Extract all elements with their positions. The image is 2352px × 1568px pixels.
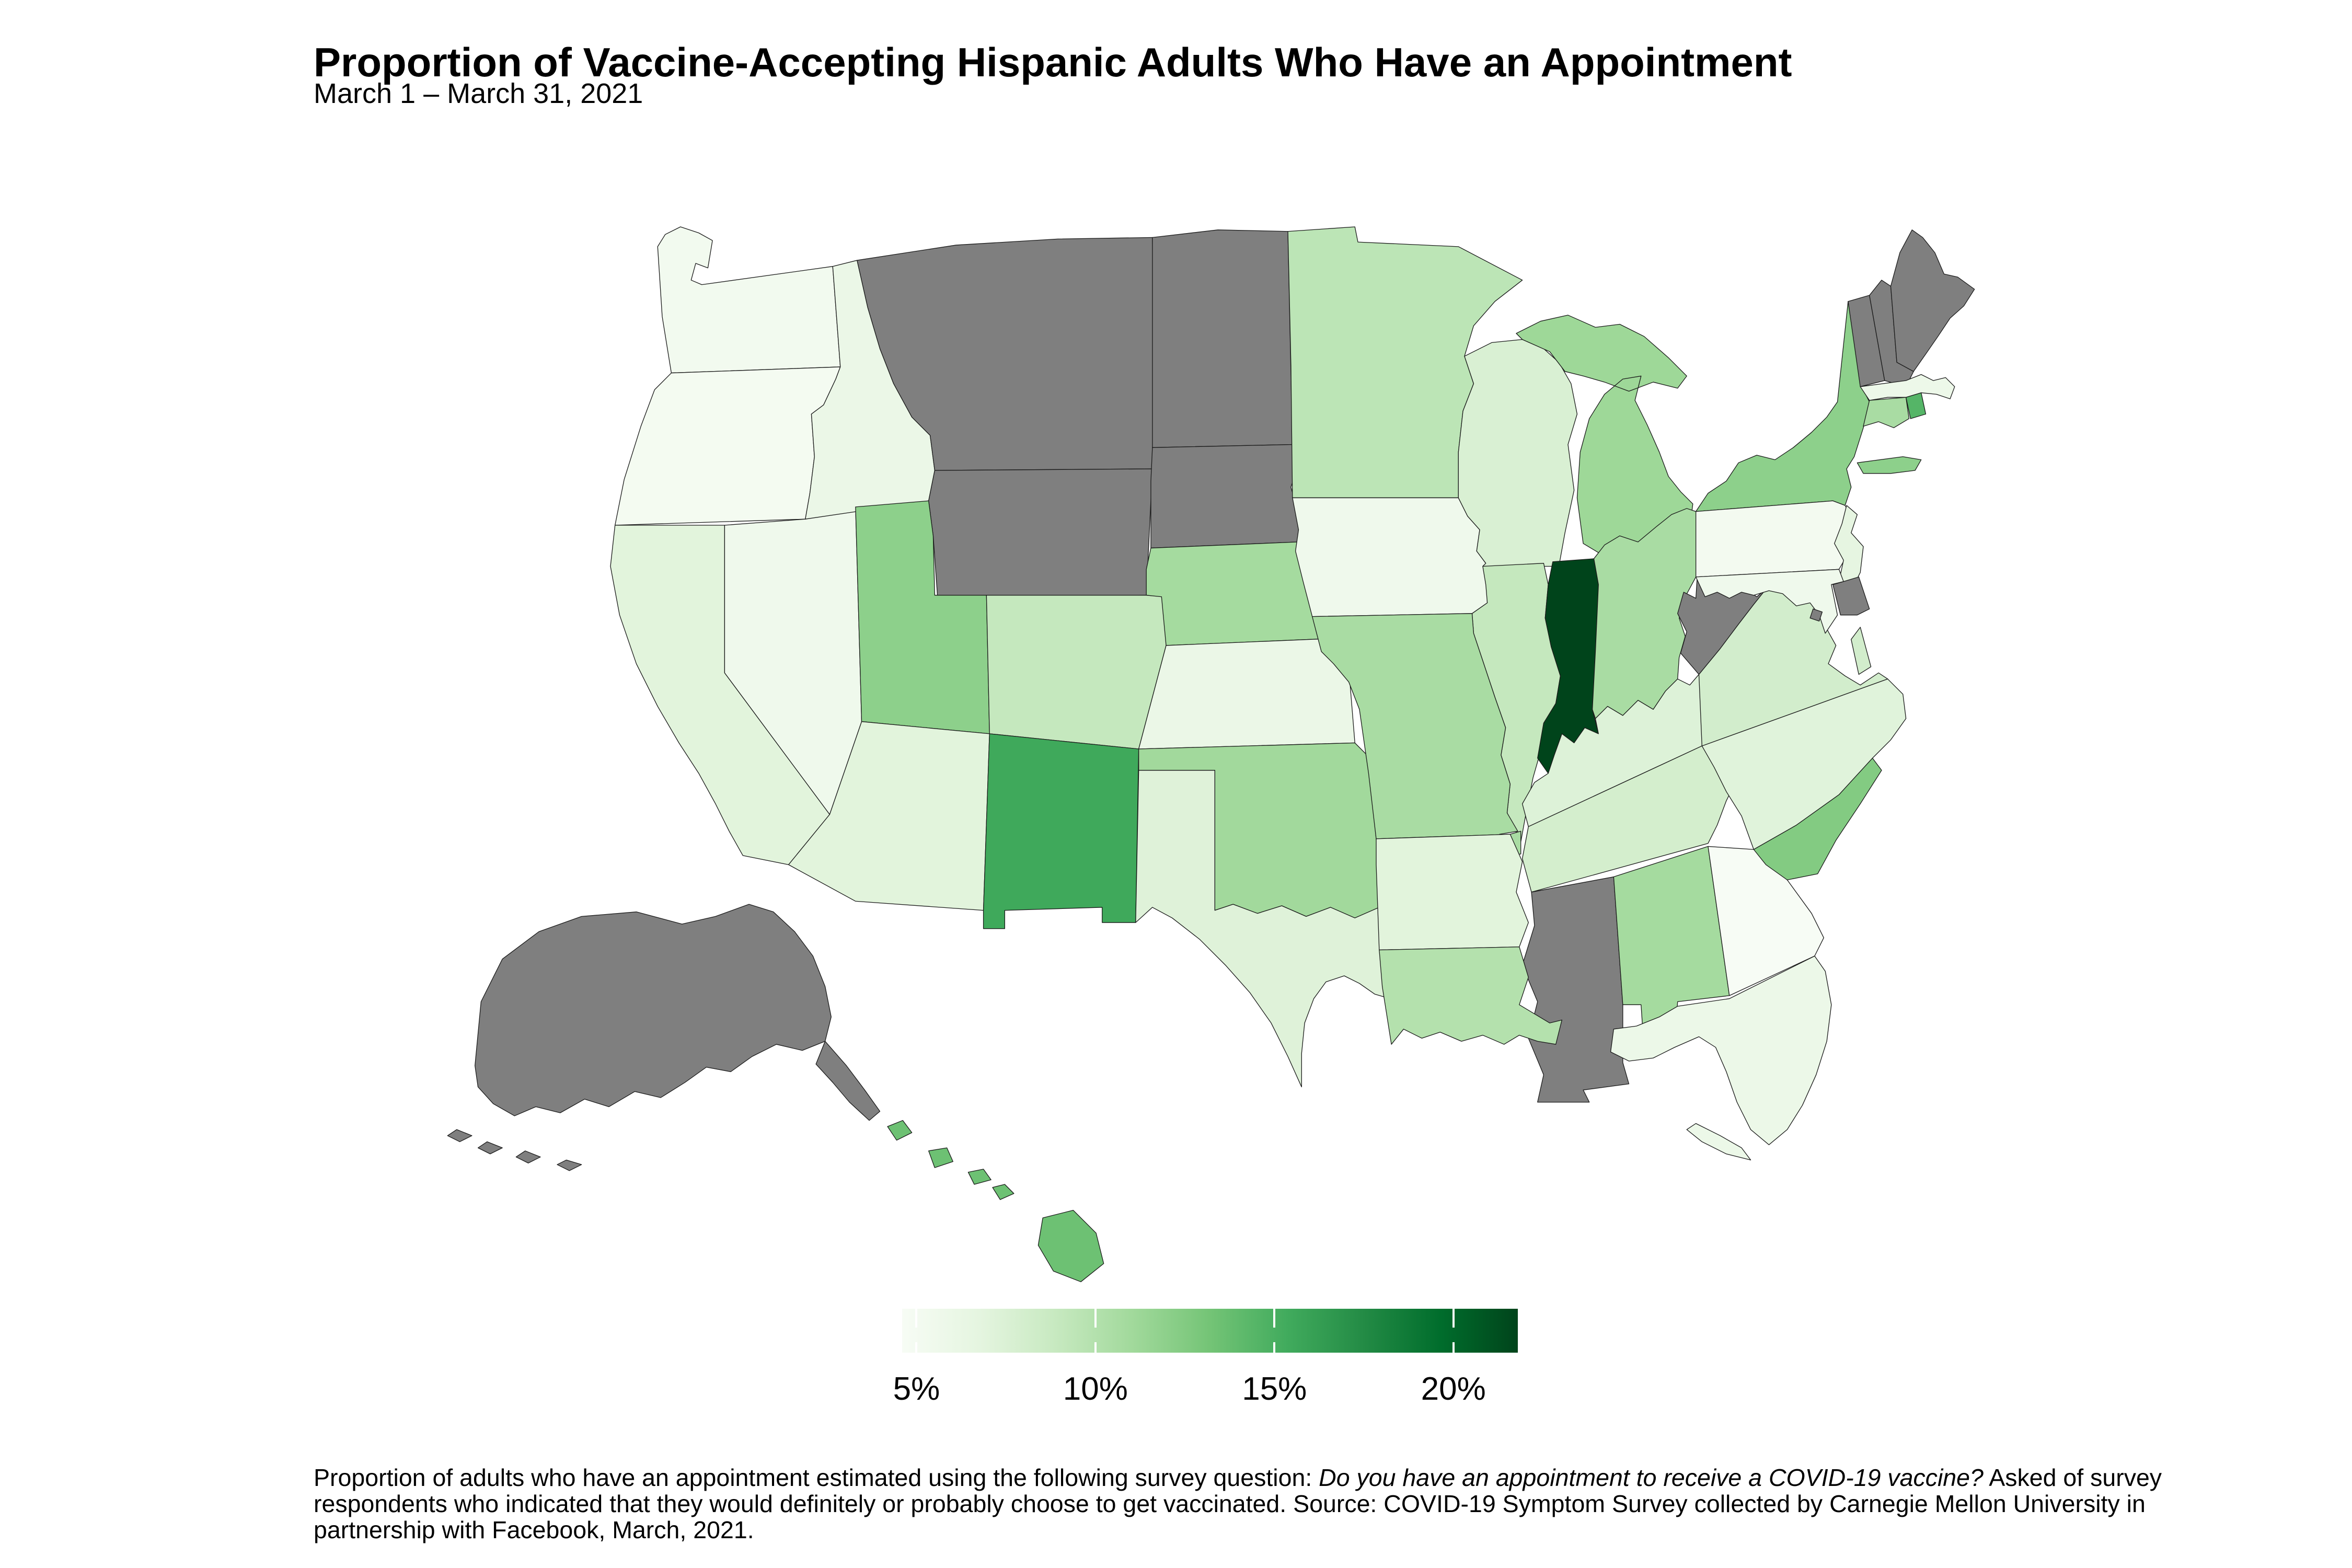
state-ia — [1292, 497, 1488, 617]
state-dc — [1809, 608, 1823, 622]
legend-label-10%: 10% — [1063, 1371, 1128, 1407]
state-fl — [1610, 955, 1832, 1161]
state-wy — [928, 468, 1153, 601]
legend-tick-20% — [1452, 1342, 1455, 1353]
state-hi — [887, 1120, 1104, 1283]
state-co — [986, 595, 1167, 750]
caption-text-2: Asked of survey respondents who indicate… — [314, 1464, 2162, 1543]
source-caption: Proportion of adults who have an appoint… — [314, 1465, 2216, 1543]
state-nd — [1152, 229, 1293, 448]
state-ct — [1863, 397, 1910, 429]
state-nc — [1701, 678, 1907, 850]
legend-tick-10% — [1094, 1342, 1097, 1353]
state-me — [1890, 229, 1975, 372]
state-ma — [1860, 374, 1955, 401]
legend-label-5%: 5% — [893, 1371, 940, 1407]
legend-gradient-bar — [902, 1309, 1518, 1353]
legend-tick-5% — [915, 1309, 918, 1328]
state-wa — [657, 226, 841, 374]
state-pa — [1696, 500, 1852, 578]
state-ak — [447, 904, 881, 1171]
state-ms — [1521, 877, 1630, 1103]
legend-tick-20% — [1452, 1309, 1455, 1328]
state-de — [1832, 577, 1870, 616]
legend-label-15%: 15% — [1242, 1371, 1307, 1407]
state-la — [1379, 946, 1563, 1045]
legend-tick-10% — [1094, 1309, 1097, 1328]
state-tx — [1135, 770, 1390, 1088]
page-title: Proportion of Vaccine-Accepting Hispanic… — [314, 39, 1792, 86]
state-or — [615, 366, 841, 526]
legend-tick-5% — [915, 1342, 918, 1353]
state-sd — [1150, 444, 1301, 549]
legend-label-20%: 20% — [1421, 1371, 1486, 1407]
legend-tick-15% — [1273, 1309, 1276, 1328]
caption-survey-question: Do you have an appointment to receive a … — [1319, 1464, 1984, 1491]
subtitle-date-range: March 1 – March 31, 2021 — [314, 78, 643, 109]
legend-tick-15% — [1273, 1342, 1276, 1353]
state-ri — [1905, 392, 1927, 419]
color-legend: 5% 10% 15% 20% — [893, 1309, 1518, 1407]
state-ny — [1696, 301, 1922, 512]
caption-text-1: Proportion of adults who have an appoint… — [314, 1464, 1319, 1491]
state-nm — [983, 733, 1139, 929]
state-ar — [1376, 834, 1529, 951]
